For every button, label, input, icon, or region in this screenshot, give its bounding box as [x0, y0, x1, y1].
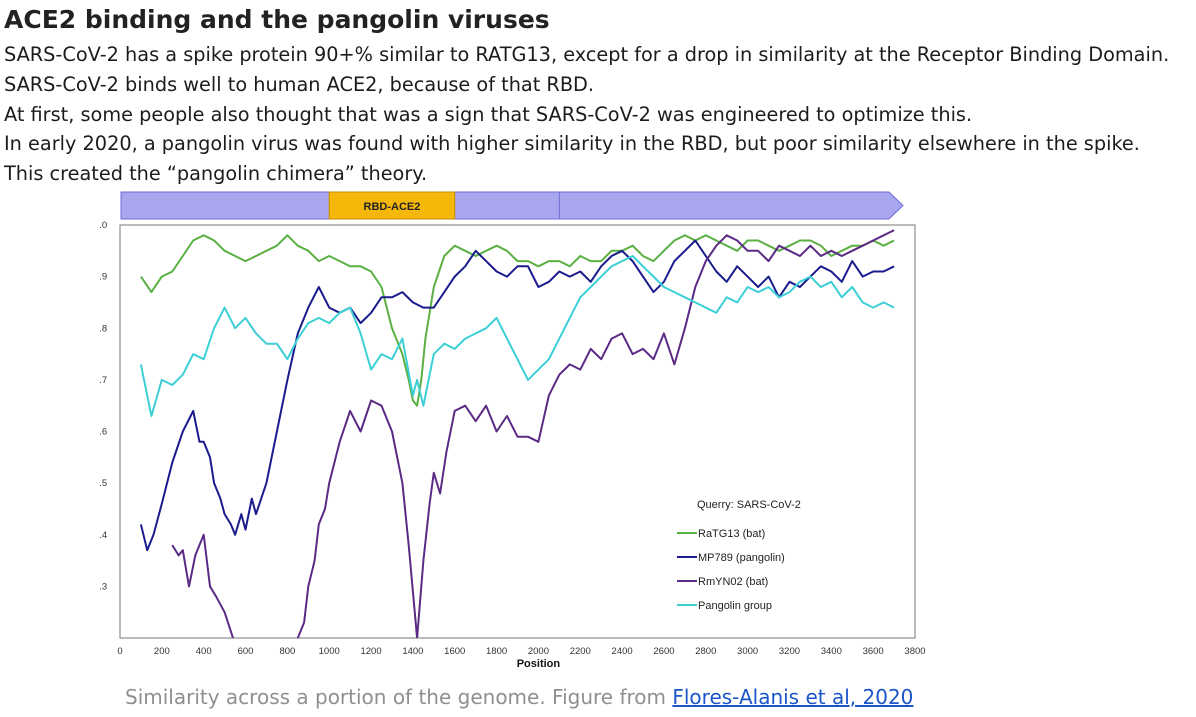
series-line-rmyn02-bat — [171, 229, 895, 638]
x-tick-label: 400 — [196, 646, 212, 657]
y-tick-label: 0.9 — [100, 272, 107, 283]
rbd-ace2-segment — [328, 191, 456, 220]
legend-title: Querry: SARS-CoV-2 — [697, 499, 801, 511]
legend-entry: Pangolin group — [698, 600, 772, 612]
y-tick-label: 0.7 — [100, 375, 107, 386]
paragraph: This created the “pangolin chimera” theo… — [4, 162, 428, 186]
series-line-ratg13-bat — [140, 234, 895, 407]
x-tick-label: 1400 — [402, 646, 423, 657]
x-tick-label: 2000 — [528, 646, 549, 657]
x-axis-label: Position — [517, 658, 561, 670]
x-tick-label: 1000 — [319, 646, 340, 657]
plot-frame — [119, 224, 916, 639]
y-tick-label: 0.4 — [100, 530, 107, 541]
x-tick-label: 2600 — [653, 646, 674, 657]
x-tick-label: 800 — [279, 646, 295, 657]
x-tick-label: 3800 — [904, 646, 925, 657]
legend-entry: MP789 (pangolin) — [698, 552, 785, 564]
citation-link[interactable]: Flores-Alanis et al, 2020 — [672, 685, 914, 709]
paragraph: SARS-CoV-2 binds well to human ACE2, bec… — [4, 72, 595, 96]
y-tick-label: 0.5 — [100, 478, 107, 489]
y-tick-label: 0.3 — [100, 581, 107, 592]
figure-caption: Similarity across a portion of the genom… — [125, 682, 913, 712]
x-tick-label: 1200 — [360, 646, 381, 657]
x-tick-label: 2200 — [570, 646, 591, 657]
caption-text: Similarity across a portion of the genom… — [125, 685, 673, 709]
x-tick-label: 1600 — [444, 646, 465, 657]
series-line-mp789-pangolin — [139, 239, 895, 552]
domain-bar — [120, 191, 904, 220]
x-tick-label: 3200 — [779, 646, 800, 657]
legend-entry: RaTG13 (bat) — [698, 528, 765, 540]
x-tick-label: 3400 — [821, 646, 842, 657]
x-tick-label: 0 — [117, 646, 122, 657]
paragraph: SARS-CoV-2 has a spike protein 90+% simi… — [4, 43, 1170, 66]
similarity-chart: RBD-ACE2 0.3 0.4 0.5 0.6 0.7 0.8 0.9 1.0 0 200 400 6… — [100, 191, 926, 670]
y-tick-label: 1.0 — [100, 220, 107, 231]
body-text: SARS-CoV-2 has a spike protein 90+% simi… — [4, 40, 1194, 189]
y-tick-label: 0.6 — [100, 427, 107, 438]
x-tick-label: 200 — [154, 646, 170, 657]
paragraph: In early 2020, a pangolin virus was foun… — [4, 132, 1140, 156]
y-tick-label: 0.8 — [100, 323, 107, 334]
x-tick-label: 3600 — [863, 646, 884, 657]
x-tick-label: 600 — [238, 646, 254, 657]
x-tick-label: 2800 — [695, 646, 716, 657]
legend-entry: RmYN02 (bat) — [698, 576, 768, 588]
slide-title: ACE2 binding and the pangolin viruses — [4, 5, 550, 34]
paragraph: At first, some people also thought that … — [4, 102, 973, 126]
series-line-pangolin-group — [139, 255, 895, 417]
x-tick-label: 1800 — [486, 646, 507, 657]
x-tick-label: 2400 — [612, 646, 633, 657]
rbd-ace2-label: RBD-ACE2 — [364, 201, 421, 213]
x-tick-label: 3000 — [737, 646, 758, 657]
